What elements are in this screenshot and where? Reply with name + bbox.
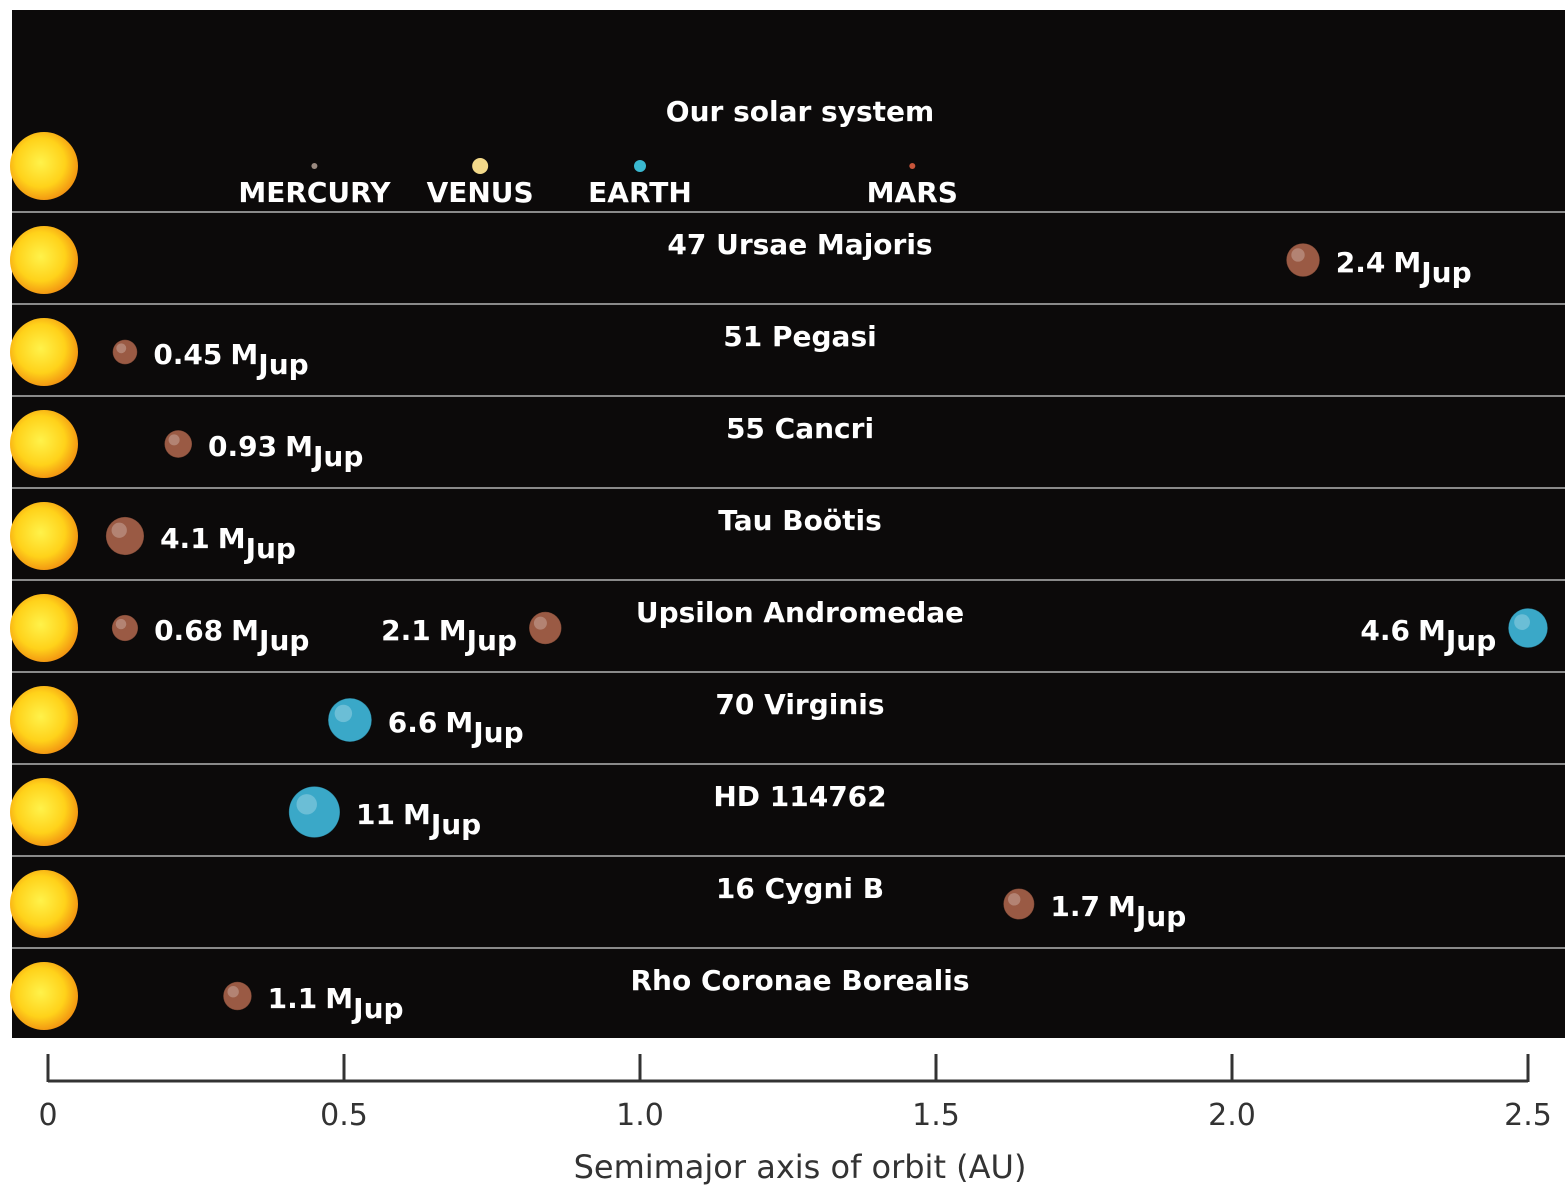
mass-unit: M	[445, 706, 473, 739]
star	[10, 132, 78, 200]
x-tick-label: 1.0	[616, 1098, 664, 1133]
mass-unit-sub: Jup	[1444, 624, 1496, 657]
mass-unit: M	[218, 522, 246, 555]
star	[10, 410, 78, 478]
mass-unit: M	[231, 614, 259, 647]
chart: Semimajor axis of orbit (AU) 0 0.5 1.0 1.5 2…	[0, 0, 1565, 1190]
planet	[1003, 888, 1034, 919]
planet	[311, 163, 317, 169]
mass-unit-sub: Jup	[256, 348, 308, 381]
planet-highlight	[296, 794, 316, 814]
star	[10, 226, 78, 294]
system-name: 70 Virginis	[715, 688, 884, 721]
mass-value: 2.4	[1336, 246, 1386, 279]
system-name: Our solar system	[666, 95, 934, 128]
mass-value: 2.1	[381, 614, 431, 647]
planet	[634, 160, 646, 172]
system-name: Rho Coronae Borealis	[630, 964, 969, 997]
planet-name: MARS	[867, 176, 958, 209]
mass-value: 1.1	[268, 982, 318, 1015]
planet	[1286, 243, 1319, 276]
system-name: HD 114762	[713, 780, 886, 813]
mass-unit: M	[1393, 246, 1421, 279]
mass-unit-sub: Jup	[471, 716, 523, 749]
mass-value: 0.68	[154, 614, 223, 647]
mass-value: 11	[356, 798, 395, 831]
mass-value: 4.6	[1360, 614, 1410, 647]
mass-value: 0.45	[153, 338, 222, 371]
star	[10, 686, 78, 754]
planet-highlight	[534, 617, 547, 630]
mass-unit-sub: Jup	[465, 624, 517, 657]
system-name: 55 Cancri	[726, 412, 874, 445]
planet	[106, 517, 144, 555]
planet	[289, 786, 340, 837]
planet-highlight	[227, 986, 238, 997]
mass-unit-sub: Jup	[429, 808, 481, 841]
system-name: Upsilon Andromedae	[636, 596, 964, 629]
x-tick-label: 0	[38, 1098, 57, 1133]
star	[10, 778, 78, 846]
system-name: 47 Ursae Majoris	[667, 228, 932, 261]
planet	[1508, 608, 1547, 647]
mass-value: 1.7	[1050, 890, 1100, 923]
star	[10, 962, 78, 1030]
planet-name: EARTH	[588, 176, 692, 209]
mass-value: 6.6	[388, 706, 438, 739]
star	[10, 318, 78, 386]
planet-name: MERCURY	[238, 176, 391, 209]
system-name: 16 Cygni B	[716, 872, 884, 905]
planet	[328, 698, 372, 742]
mass-unit: M	[1108, 890, 1136, 923]
mass-unit: M	[325, 982, 353, 1015]
mass-value: 0.93	[208, 430, 277, 463]
x-tick-label: 0.5	[320, 1098, 368, 1133]
planet-name: VENUS	[427, 176, 534, 209]
mass-unit: M	[285, 430, 313, 463]
x-tick-label: 1.5	[912, 1098, 960, 1133]
planet-highlight	[169, 434, 180, 445]
mass-unit: M	[1418, 614, 1446, 647]
planet-highlight	[335, 705, 352, 722]
star	[10, 594, 78, 662]
star	[10, 502, 78, 570]
x-axis-label: Semimajor axis of orbit (AU)	[574, 1148, 1027, 1186]
mass-unit: M	[230, 338, 258, 371]
mass-value: 4.1	[160, 522, 210, 555]
mass-unit: M	[439, 614, 467, 647]
planet	[112, 615, 138, 641]
planet-highlight	[116, 343, 126, 353]
mass-unit-sub: Jup	[1134, 900, 1186, 933]
planet-highlight	[1008, 893, 1020, 905]
planet-highlight	[116, 619, 126, 629]
system-name: 51 Pegasi	[723, 320, 876, 353]
planet	[223, 982, 251, 1010]
star	[10, 870, 78, 938]
mass-unit-sub: Jup	[257, 624, 309, 657]
mass-unit-sub: Jup	[244, 532, 296, 565]
mass-unit-sub: Jup	[1419, 256, 1471, 289]
planet	[909, 163, 915, 169]
planet	[164, 430, 192, 458]
planet	[113, 340, 138, 365]
system-name: Tau Boötis	[718, 504, 882, 537]
planet-highlight	[1514, 614, 1530, 630]
mass-unit-sub: Jup	[311, 440, 363, 473]
planet	[472, 158, 488, 174]
x-tick-label: 2.5	[1504, 1098, 1552, 1133]
mass-unit: M	[403, 798, 431, 831]
planet-highlight	[112, 523, 127, 538]
x-tick-label: 2.0	[1208, 1098, 1256, 1133]
planet	[529, 612, 561, 644]
mass-unit-sub: Jup	[351, 992, 403, 1025]
planet-highlight	[1291, 248, 1304, 261]
